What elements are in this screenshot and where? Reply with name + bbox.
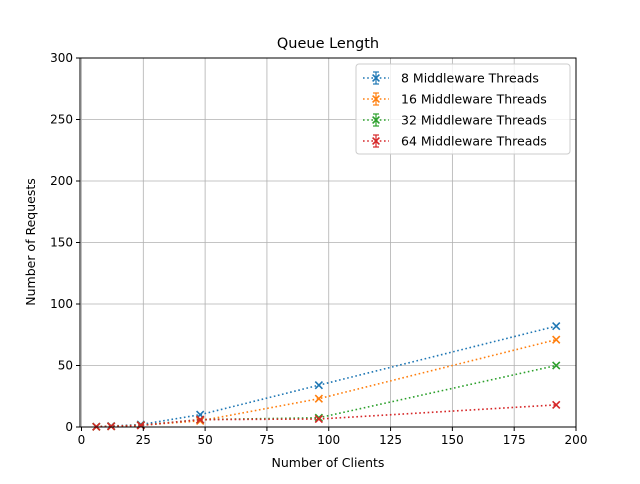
legend-label: 8 Middleware Threads [401,71,539,86]
legend-marker [372,95,380,103]
y-tick-label: 100 [50,297,73,311]
data-point [196,416,205,426]
legend-label: 64 Middleware Threads [401,134,547,149]
legend-entry: 64 Middleware Threads [363,134,547,149]
legend: 8 Middleware Threads 16 Middleware Thread… [355,63,571,155]
data-point [314,413,324,422]
x-tick-label: 150 [441,433,464,447]
x-tick-label: 50 [197,433,212,447]
legend-box [355,63,571,155]
y-tick-label: 300 [50,51,73,65]
data-point [196,415,205,424]
data-point [106,422,116,431]
x-tick-label: 125 [379,433,402,447]
series-line [96,404,557,428]
legend-label: 16 Middleware Threads [401,92,547,107]
data-point [552,321,561,331]
series-4 [92,400,561,431]
series-lines [92,321,561,431]
y-tick-label: 150 [50,236,73,250]
data-point [314,381,324,390]
x-tick-label: 175 [503,433,526,447]
x-tick-label: 75 [259,433,274,447]
data-point [314,394,324,403]
x-tick-label: 25 [136,433,151,447]
data-point [552,335,561,344]
legend-marker [372,74,380,82]
y-tick-label: 200 [50,174,73,188]
series-line [96,338,557,428]
x-tick-label: 100 [317,433,340,447]
y-tick-label: 0 [65,420,73,434]
y-tick-label: 250 [50,113,73,127]
legend-entry: 16 Middleware Threads [363,92,547,107]
chart-title: Queue Length [277,36,379,52]
legend-entry: 32 Middleware Threads [363,113,547,128]
y-tick-label: 50 [58,359,73,373]
y-axis: 0 50 100 150 200 250 300 [50,51,80,434]
x-tick-label: 0 [78,433,86,447]
legend-entry: 8 Middleware Threads [363,71,539,86]
data-point [314,414,324,424]
series-1 [92,321,561,431]
legend-label: 32 Middleware Threads [401,113,547,128]
data-point [552,361,561,370]
data-point [552,400,561,410]
x-tick-label: 200 [565,433,588,447]
series-line [96,325,557,428]
x-axis-label: Number of Clients [272,455,385,470]
x-axis: 0 25 50 75 100 125 150 175 200 [78,427,588,447]
y-axis-label: Number of Requests [23,178,38,306]
legend-marker [372,137,380,145]
legend-marker [372,116,380,124]
series-2 [92,335,561,431]
